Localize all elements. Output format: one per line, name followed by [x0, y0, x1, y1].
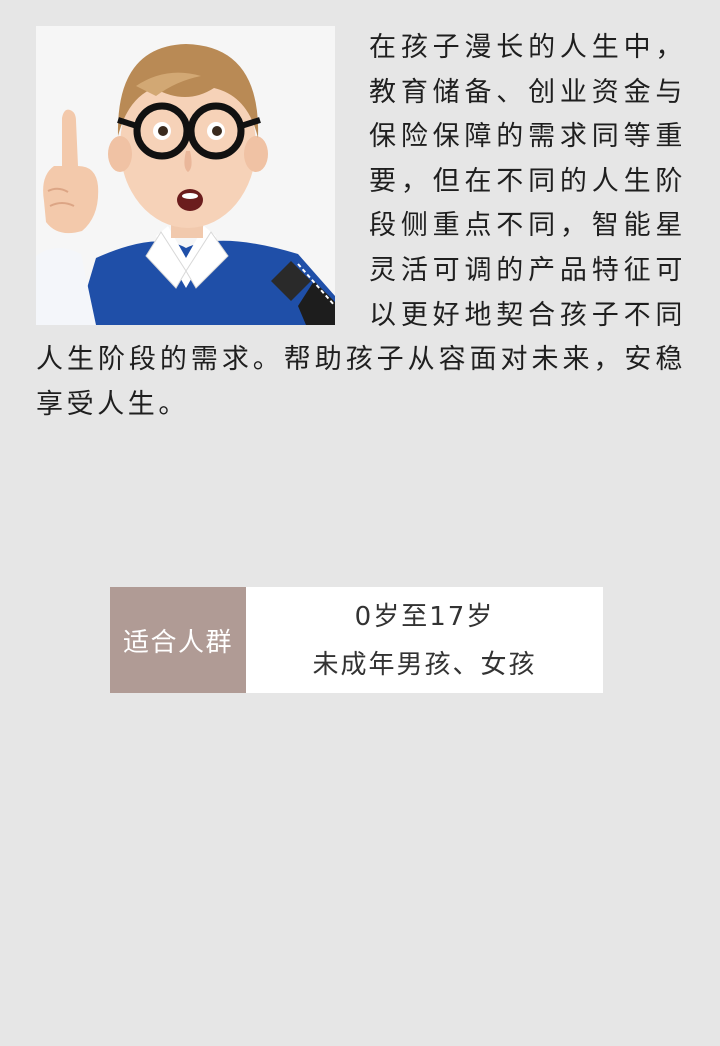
age-range-value: 0岁至17岁	[354, 602, 495, 632]
audience-label: 适合人群	[110, 587, 246, 693]
surprised-boy-photo	[36, 26, 335, 325]
audience-values: 0岁至17岁 未成年男孩、女孩	[246, 587, 603, 693]
audience-table: 适合人群 0岁至17岁 未成年男孩、女孩	[110, 587, 603, 693]
intro-paragraph: 在孩子漫长的人生中，教育储备、创业资金与保险保障的需求同等重要，但在不同的人生阶…	[36, 32, 686, 420]
intro-section: 在孩子漫长的人生中，教育储备、创业资金与保险保障的需求同等重要，但在不同的人生阶…	[36, 26, 686, 427]
gender-value: 未成年男孩、女孩	[312, 650, 537, 680]
